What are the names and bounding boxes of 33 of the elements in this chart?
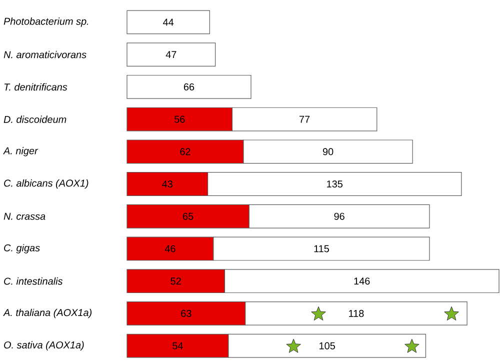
y-tick-label: Photobacterium sp. [4,18,88,27]
data-label: 96 [334,212,344,220]
y-tick-label: N. aromaticivorans [4,50,86,58]
data-label: 63 [181,310,192,317]
y-tick-label: A. niger [3,146,38,156]
data-label: 43 [162,180,173,188]
y-tick-label: C. albicans (AOX1) [4,179,88,189]
y-tick-label: N. crassa [4,212,46,220]
data-label: 90 [322,148,334,156]
y-tick-label: T. denitrificans [4,83,68,91]
data-label: 65 [183,212,194,220]
data-label: 54 [172,342,183,350]
bar [126,74,252,99]
data-label: 146 [354,278,370,285]
y-tick-label: D. discoideum [4,116,66,123]
data-label: 77 [300,116,310,123]
bar [126,42,216,66]
bar [126,10,210,34]
data-label: 66 [184,83,194,90]
data-label: 44 [163,18,174,26]
y-tick-label: C. gigas [4,244,40,254]
data-label: 52 [170,278,181,285]
data-label: 118 [349,310,364,317]
y-tick-label: C. intestinalis [4,277,63,285]
data-label: 105 [320,342,335,350]
data-label: 56 [174,116,185,123]
y-tick-label: A. thaliana (AOX1a) [3,308,92,318]
data-label: 135 [327,180,342,188]
data-label: 46 [164,245,176,252]
y-tick-label: O. sativa (AOX1a) [4,341,84,350]
data-label: 115 [314,245,329,252]
data-label: 62 [180,148,190,156]
data-label: 47 [166,51,176,58]
